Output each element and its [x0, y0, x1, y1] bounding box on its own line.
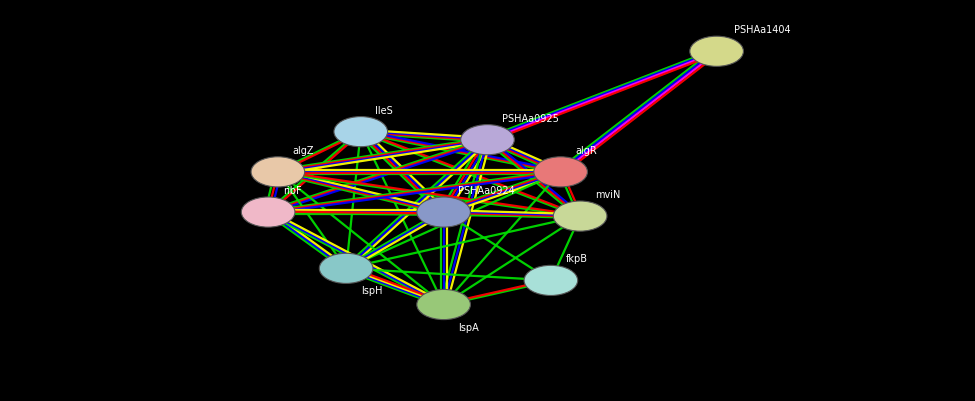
- Text: PSHAa0925: PSHAa0925: [502, 113, 559, 123]
- Ellipse shape: [252, 158, 304, 188]
- Ellipse shape: [320, 254, 372, 284]
- Text: lspH: lspH: [361, 286, 382, 296]
- Text: PSHAa1404: PSHAa1404: [734, 25, 791, 35]
- Text: algR: algR: [575, 146, 597, 155]
- Text: fkpB: fkpB: [566, 254, 588, 263]
- Text: ribF: ribF: [283, 186, 301, 195]
- Text: algZ: algZ: [292, 146, 314, 155]
- Ellipse shape: [460, 125, 515, 156]
- Text: IleS: IleS: [375, 105, 393, 115]
- Ellipse shape: [242, 198, 294, 228]
- Ellipse shape: [333, 117, 388, 147]
- Ellipse shape: [534, 158, 587, 188]
- Text: lspA: lspA: [458, 322, 479, 332]
- Ellipse shape: [417, 198, 470, 228]
- Text: PSHAa0924: PSHAa0924: [458, 186, 515, 195]
- Ellipse shape: [554, 201, 606, 231]
- Ellipse shape: [690, 37, 743, 67]
- Ellipse shape: [525, 265, 577, 296]
- Ellipse shape: [417, 290, 470, 320]
- Text: mviN: mviN: [595, 190, 620, 199]
